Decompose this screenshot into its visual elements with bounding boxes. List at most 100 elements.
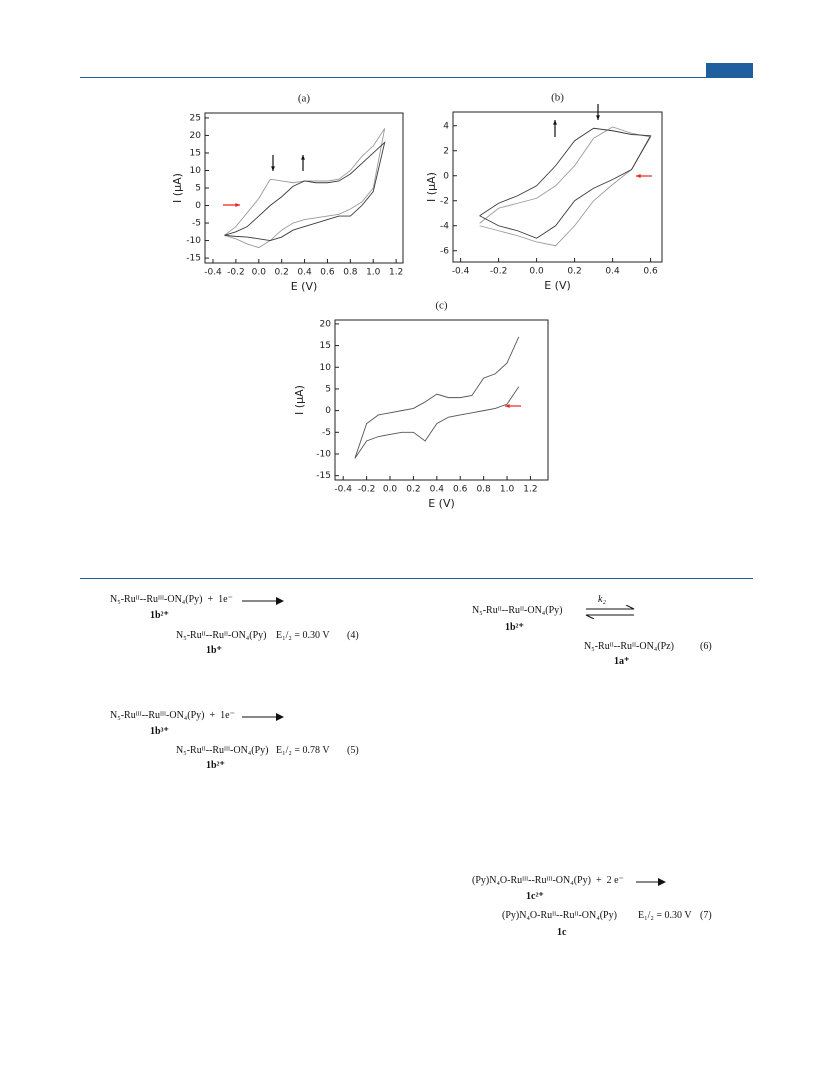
cv-curve	[224, 128, 386, 249]
product: (Py)N₄O-Ruᴵᴵ--Ruᴵᴵ-ON₄(Py)	[502, 910, 617, 921]
species-label: 1b²⁺	[150, 610, 169, 621]
arrow	[242, 597, 284, 605]
y-axis-title: I (μA)	[425, 172, 438, 202]
equation-number: (6)	[700, 641, 712, 652]
y-tick-label: 4	[443, 121, 449, 131]
x-tick-label: 0.0	[529, 267, 544, 277]
x-tick-label: 1.0	[500, 485, 515, 495]
x-tick-label: 0.2	[275, 268, 289, 278]
reactant: (Py)N₄O-Ruᴵᴵᴵ--Ruᴵᴵᴵ-ON₄(Py) + 2 e⁻	[472, 875, 624, 886]
x-tick-label: 0.8	[343, 268, 358, 278]
annotation-arrowhead	[235, 203, 240, 207]
x-tick-label: 1.0	[366, 268, 381, 278]
y-tick-label: 20	[320, 319, 332, 329]
cv-curve	[479, 127, 652, 239]
y-tick-label: -6	[440, 246, 449, 256]
arrow	[636, 878, 666, 886]
potential: E₁/₂ = 0.30 V	[638, 910, 692, 921]
species-label: 1c	[557, 927, 567, 938]
species-label: 1b²⁺	[206, 760, 225, 771]
x-tick-label: 0.6	[320, 268, 335, 278]
y-tick-label: 10	[320, 363, 332, 373]
y-tick-label: -5	[192, 219, 201, 229]
x-axis-title: E (V)	[428, 497, 455, 510]
panel-title: (a)	[298, 93, 311, 105]
x-tick-label: 0.0	[383, 485, 398, 495]
plot-frame	[452, 111, 663, 263]
y-tick-label: 0	[325, 406, 331, 416]
reactant: N₅-Ruᴵᴵ--Ruᴵᴵ-ON₄(Py)	[472, 605, 563, 616]
x-axis-title: E (V)	[544, 279, 571, 292]
x-tick-label: -0.2	[227, 268, 245, 278]
y-tick-label: 20	[190, 131, 202, 141]
section-rule	[80, 578, 753, 579]
x-tick-label: 0.4	[297, 268, 312, 278]
panel-title: (b)	[551, 92, 564, 104]
species-label: 1b³⁺	[150, 726, 169, 737]
annotation-arrowhead	[271, 166, 275, 171]
x-tick-label: 1.2	[523, 485, 537, 495]
equation-number: (7)	[700, 910, 712, 921]
reactant: N₅-Ruᴵᴵᴵ--Ruᴵᴵᴵ-ON₄(Py) + 1e⁻	[110, 710, 235, 721]
cv-curve	[224, 141, 386, 242]
potential: E₁/₂ = 0.30 V	[276, 630, 330, 641]
species-label: 1a⁺	[614, 656, 630, 667]
potential: E₁/₂ = 0.78 V	[276, 745, 330, 756]
species-label: 1c²⁺	[526, 891, 544, 902]
y-tick-label: 5	[195, 184, 201, 194]
species-label: 1b²⁺	[505, 622, 524, 633]
annotation-arrowhead	[301, 155, 305, 160]
x-tick-label: 1.2	[389, 268, 403, 278]
y-tick-label: 10	[190, 166, 202, 176]
species-label: 1b⁺	[206, 645, 222, 656]
y-tick-label: -5	[322, 428, 331, 438]
product: N₅-Ruᴵᴵ--Ruᴵᴵᴵ-ON₄(Py)	[176, 745, 269, 756]
cv-curve	[354, 336, 520, 459]
header-rule	[80, 77, 753, 78]
y-tick-label: 0	[195, 201, 201, 211]
y-axis-title: I (μA)	[171, 173, 184, 203]
x-tick-label: -0.2	[490, 267, 508, 277]
y-tick-label: -4	[440, 221, 449, 231]
x-tick-label: -0.4	[204, 268, 222, 278]
x-tick-label: -0.4	[452, 267, 470, 277]
rate-constant: k₂	[598, 594, 606, 605]
x-tick-label: 0.2	[406, 485, 420, 495]
figure: -0.4 -0.2 0.0 0.2 0.4 0.6 0.8 1.0 1.2 -15 -10 -5 0 5 1…	[171, 92, 663, 510]
product: N₅-Ruᴵᴵ--Ruᴵᴵ-ON₄(Pz)	[584, 641, 674, 652]
x-tick-label: 0.6	[453, 485, 468, 495]
x-axis-title: E (V)	[291, 280, 318, 293]
plot-frame	[334, 319, 549, 481]
y-tick-label: 15	[190, 148, 201, 158]
y-tick-label: -2	[440, 196, 449, 206]
y-tick-label: 5	[325, 384, 331, 394]
equilibrium-arrows	[585, 605, 635, 619]
x-tick-label: -0.4	[334, 485, 352, 495]
cv-curve	[479, 126, 652, 247]
x-tick-label: 0.0	[252, 268, 267, 278]
y-tick-label: -10	[186, 236, 201, 246]
x-tick-label: 0.2	[567, 267, 581, 277]
panel-title: (c)	[435, 300, 448, 312]
y-tick-label: -15	[186, 254, 201, 264]
y-tick-label: 15	[320, 341, 331, 351]
x-tick-label: 0.4	[430, 485, 445, 495]
header-tab	[706, 63, 753, 78]
x-tick-label: -0.2	[358, 485, 376, 495]
arrow	[242, 713, 284, 721]
equation-number: (4)	[347, 630, 359, 641]
y-axis-title: I (μA)	[293, 385, 306, 415]
annotation-arrowhead	[553, 120, 557, 125]
equation-number: (5)	[347, 745, 359, 756]
annotation-arrowhead	[596, 115, 600, 120]
y-tick-label: 2	[443, 146, 449, 156]
y-tick-label: 0	[443, 171, 449, 181]
annotation-arrowhead	[636, 174, 641, 178]
y-tick-label: -10	[316, 449, 331, 459]
x-tick-label: 0.6	[643, 267, 658, 277]
y-tick-label: -15	[316, 471, 331, 481]
reactant: N₅-Ruᴵᴵ--Ruᴵᴵᴵ-ON₄(Py) + 1e⁻	[110, 594, 233, 605]
y-tick-label: 25	[190, 113, 201, 123]
x-tick-label: 0.8	[476, 485, 491, 495]
